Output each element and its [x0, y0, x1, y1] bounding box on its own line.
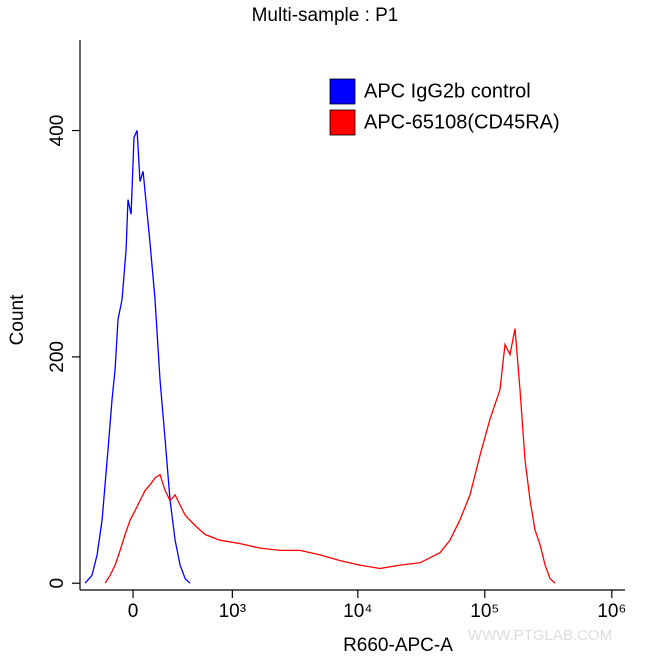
- x-tick-label: 10⁴: [343, 601, 372, 622]
- watermark: WWW.PTGLAB.COM: [468, 627, 612, 644]
- y-tick-label: 400: [47, 115, 68, 147]
- y-axis-label: Count: [7, 294, 28, 345]
- x-tick-label: 10⁶: [597, 601, 626, 622]
- y-tick-label: 200: [47, 341, 68, 373]
- legend-swatch: [329, 78, 356, 105]
- chart-title: Multi-sample : P1: [252, 5, 399, 26]
- legend-label: APC IgG2b control: [364, 80, 531, 102]
- series-line: [104, 328, 556, 584]
- y-tick-label: 0: [47, 578, 68, 589]
- x-axis-label: R660-APC-A: [343, 635, 453, 656]
- legend-label: APC-65108(CD45RA): [364, 111, 560, 133]
- series-line: [84, 130, 191, 584]
- x-tick-label: 0: [128, 601, 139, 622]
- x-tick-label: 10⁵: [470, 601, 499, 622]
- legend-swatch: [329, 109, 356, 136]
- x-tick-label: 10³: [219, 601, 246, 622]
